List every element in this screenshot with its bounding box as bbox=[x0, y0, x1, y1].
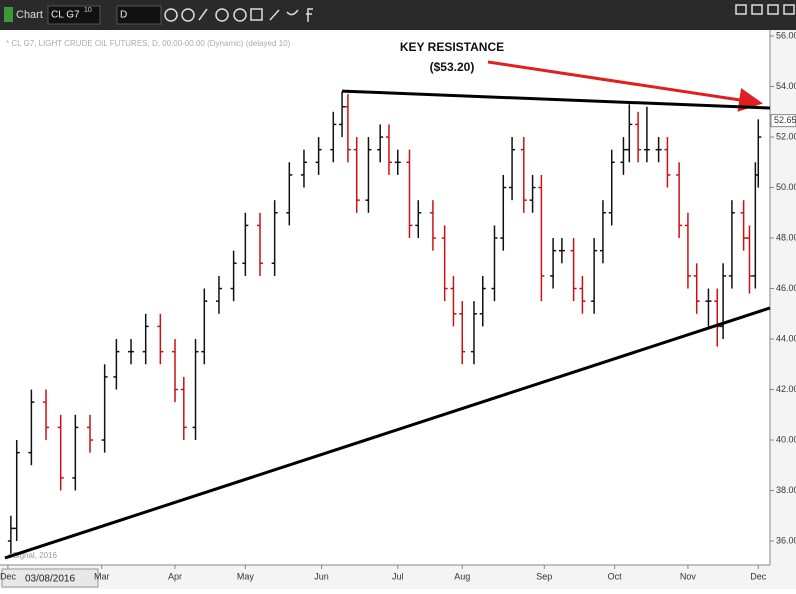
app-icon bbox=[4, 7, 13, 22]
symbol-box[interactable] bbox=[47, 5, 101, 25]
x-tick-label: Oct bbox=[608, 571, 623, 581]
icon[interactable] bbox=[233, 8, 247, 22]
icon[interactable] bbox=[198, 8, 208, 21]
icon[interactable] bbox=[215, 8, 229, 22]
last-price-box bbox=[770, 114, 796, 128]
y-tick-label: 42.00 bbox=[776, 384, 796, 394]
annotation-arrow bbox=[487, 60, 763, 112]
icon[interactable] bbox=[269, 9, 280, 21]
x-axis-panel bbox=[0, 565, 770, 589]
x-tick-label: May bbox=[237, 571, 255, 581]
trendline bbox=[4, 306, 771, 560]
x-tick-label: Jul bbox=[392, 571, 404, 581]
trendline bbox=[342, 89, 771, 110]
y-tick-label: 56.00 bbox=[776, 30, 796, 40]
y-axis-panel bbox=[770, 30, 796, 589]
y-tick-label: 38.00 bbox=[776, 485, 796, 495]
x-tick-label: Apr bbox=[168, 571, 182, 581]
plot-area bbox=[0, 30, 770, 565]
window-button[interactable] bbox=[767, 4, 779, 15]
x-tick-label: Sep bbox=[536, 571, 552, 581]
window-button[interactable] bbox=[783, 4, 795, 15]
window-button[interactable] bbox=[735, 4, 747, 15]
y-tick-label: 40.00 bbox=[776, 434, 796, 444]
x-tick-label: Mar bbox=[94, 571, 110, 581]
icon[interactable] bbox=[286, 9, 299, 16]
icon[interactable] bbox=[306, 8, 313, 22]
cursor-date-box bbox=[1, 568, 99, 588]
y-tick-label: 50.00 bbox=[776, 182, 796, 192]
y-tick-label: 46.00 bbox=[776, 283, 796, 293]
y-tick-label: 44.00 bbox=[776, 333, 796, 343]
annotation-title: KEY RESISTANCE bbox=[400, 40, 504, 54]
y-tick-label: 36.00 bbox=[776, 535, 796, 545]
x-tick-label: Dec bbox=[0, 571, 16, 581]
window-button[interactable] bbox=[751, 4, 763, 15]
app-title: Chart bbox=[16, 9, 43, 21]
x-tick-label: Aug bbox=[454, 571, 470, 581]
interval-box[interactable] bbox=[116, 5, 162, 25]
x-tick-label: Jun bbox=[314, 571, 329, 581]
icon[interactable] bbox=[164, 8, 178, 22]
x-tick-label: Nov bbox=[680, 571, 697, 581]
icon[interactable] bbox=[181, 8, 195, 22]
interval: D bbox=[120, 10, 127, 21]
symbol: CL G7 bbox=[51, 10, 80, 21]
cursor-date: 03/08/2016 bbox=[25, 574, 75, 585]
icon[interactable] bbox=[250, 8, 263, 21]
y-tick-label: 48.00 bbox=[776, 232, 796, 242]
chart-legend: * CL G7, LIGHT CRUDE OIL FUTURES, D, 00:… bbox=[6, 39, 291, 48]
toolbar-icons bbox=[164, 4, 795, 22]
watermark: eSignal, 2016 bbox=[8, 551, 57, 560]
x-tick-label: Dec bbox=[750, 571, 767, 581]
symbol-badge: 10 bbox=[84, 7, 92, 14]
marks bbox=[4, 89, 771, 560]
y-tick-label: 52.00 bbox=[776, 131, 796, 141]
annotation-price: ($53.20) bbox=[430, 60, 475, 74]
last-price-label: 52.65 bbox=[774, 115, 796, 125]
y-tick-label: 54.00 bbox=[776, 81, 796, 91]
